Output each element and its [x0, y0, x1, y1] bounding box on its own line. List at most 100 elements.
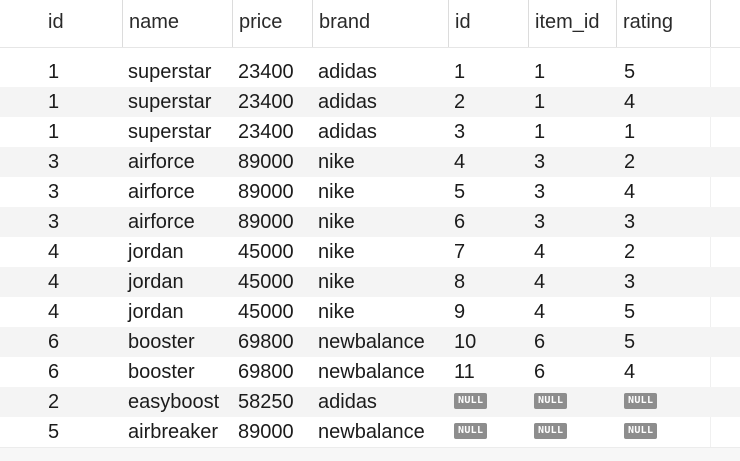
cell-brand[interactable]: newbalance: [318, 361, 425, 383]
cell-brand[interactable]: nike: [318, 181, 355, 203]
cell-rating[interactable]: 4: [624, 181, 636, 203]
column-header-brand[interactable]: brand: [312, 0, 448, 47]
cell-rating[interactable]: NULL: [624, 387, 658, 417]
cell-rating[interactable]: 2: [624, 241, 636, 263]
cell-name[interactable]: airbreaker: [128, 421, 219, 443]
cell-id[interactable]: 4: [48, 271, 60, 293]
cell-brand[interactable]: nike: [318, 241, 355, 263]
cell-id[interactable]: 3: [48, 211, 60, 233]
cell-id[interactable]: 6: [48, 331, 60, 353]
cell-review-id[interactable]: 2: [454, 91, 466, 113]
cell-name[interactable]: jordan: [128, 271, 184, 293]
cell-name[interactable]: superstar: [128, 121, 212, 143]
column-header-review-id[interactable]: id: [448, 0, 528, 47]
cell-review-id[interactable]: 1: [454, 61, 466, 83]
cell-price[interactable]: 23400: [238, 91, 294, 113]
cell-item-id[interactable]: 4: [534, 271, 546, 293]
cell-name[interactable]: superstar: [128, 91, 212, 113]
cell-rating[interactable]: 5: [624, 61, 636, 83]
cell-review-id[interactable]: 3: [454, 121, 466, 143]
cell-id[interactable]: 1: [48, 91, 60, 113]
cell-price[interactable]: 45000: [238, 271, 294, 293]
cell-id[interactable]: 1: [48, 121, 60, 143]
cell-brand[interactable]: newbalance: [318, 421, 425, 443]
table-row[interactable]: 3 airforce 89000 nike 5 3 4: [0, 177, 740, 207]
cell-price[interactable]: 45000: [238, 241, 294, 263]
cell-item-id[interactable]: NULL: [534, 417, 568, 447]
cell-review-id[interactable]: 7: [454, 241, 466, 263]
cell-rating[interactable]: 2: [624, 151, 636, 173]
cell-brand[interactable]: adidas: [318, 61, 377, 83]
table-row[interactable]: 6 booster 69800 newbalance 10 6 5: [0, 327, 740, 357]
table-row[interactable]: 4 jordan 45000 nike 9 4 5: [0, 297, 740, 327]
column-header-id[interactable]: id: [48, 11, 64, 33]
cell-brand[interactable]: nike: [318, 151, 355, 173]
cell-review-id[interactable]: NULL: [454, 417, 488, 447]
cell-rating[interactable]: 1: [624, 121, 636, 143]
cell-item-id[interactable]: 3: [534, 211, 546, 233]
cell-id[interactable]: 1: [48, 61, 60, 83]
cell-brand[interactable]: adidas: [318, 91, 377, 113]
cell-item-id[interactable]: 1: [534, 121, 546, 143]
cell-name[interactable]: booster: [128, 331, 195, 353]
cell-rating[interactable]: NULL: [624, 417, 658, 447]
cell-id[interactable]: 2: [48, 391, 60, 413]
cell-review-id[interactable]: 6: [454, 211, 466, 233]
column-header-price[interactable]: price: [232, 0, 312, 47]
table-row[interactable]: 1 superstar 23400 adidas 2 1 4: [0, 87, 740, 117]
cell-rating[interactable]: 3: [624, 271, 636, 293]
cell-price[interactable]: 69800: [238, 331, 294, 353]
cell-name[interactable]: airforce: [128, 211, 195, 233]
cell-item-id[interactable]: 6: [534, 361, 546, 383]
cell-brand[interactable]: nike: [318, 271, 355, 293]
cell-item-id[interactable]: 1: [534, 61, 546, 83]
cell-id[interactable]: 3: [48, 181, 60, 203]
cell-price[interactable]: 23400: [238, 121, 294, 143]
cell-name[interactable]: superstar: [128, 61, 212, 83]
cell-item-id[interactable]: 3: [534, 181, 546, 203]
table-row[interactable]: 3 airforce 89000 nike 4 3 2: [0, 147, 740, 177]
cell-price[interactable]: 23400: [238, 61, 294, 83]
cell-rating[interactable]: 3: [624, 211, 636, 233]
cell-review-id[interactable]: 4: [454, 151, 466, 173]
cell-item-id[interactable]: 4: [534, 301, 546, 323]
cell-id[interactable]: 3: [48, 151, 60, 173]
cell-price[interactable]: 89000: [238, 211, 294, 233]
cell-review-id[interactable]: 11: [454, 361, 475, 383]
cell-review-id[interactable]: 9: [454, 301, 466, 323]
cell-brand[interactable]: adidas: [318, 121, 377, 143]
cell-price[interactable]: 89000: [238, 181, 294, 203]
column-header-item-id[interactable]: item_id: [528, 0, 616, 47]
cell-brand[interactable]: adidas: [318, 391, 377, 413]
cell-id[interactable]: 5: [48, 421, 60, 443]
cell-name[interactable]: jordan: [128, 301, 184, 323]
cell-id[interactable]: 4: [48, 301, 60, 323]
column-header-name[interactable]: name: [122, 0, 232, 47]
cell-name[interactable]: easyboost: [128, 391, 220, 413]
cell-review-id[interactable]: 5: [454, 181, 466, 203]
table-row[interactable]: 3 airforce 89000 nike 6 3 3: [0, 207, 740, 237]
cell-name[interactable]: airforce: [128, 181, 195, 203]
cell-item-id[interactable]: 3: [534, 151, 546, 173]
cell-name[interactable]: jordan: [128, 241, 184, 263]
table-row[interactable]: 4 jordan 45000 nike 7 4 2: [0, 237, 740, 267]
cell-brand[interactable]: nike: [318, 301, 355, 323]
cell-price[interactable]: 89000: [238, 151, 294, 173]
cell-brand[interactable]: newbalance: [318, 331, 425, 353]
cell-id[interactable]: 6: [48, 361, 60, 383]
table-row[interactable]: 6 booster 69800 newbalance 11 6 4: [0, 357, 740, 387]
cell-item-id[interactable]: 4: [534, 241, 546, 263]
cell-item-id[interactable]: NULL: [534, 387, 568, 417]
cell-price[interactable]: 69800: [238, 361, 294, 383]
cell-price[interactable]: 58250: [238, 391, 294, 413]
table-row[interactable]: 2 easyboost 58250 adidas NULL NULL NULL: [0, 387, 740, 417]
cell-id[interactable]: 4: [48, 241, 60, 263]
table-row[interactable]: 1 superstar 23400 adidas 3 1 1: [0, 117, 740, 147]
cell-price[interactable]: 45000: [238, 301, 294, 323]
cell-review-id[interactable]: 10: [454, 331, 477, 353]
cell-item-id[interactable]: 1: [534, 91, 546, 113]
cell-rating[interactable]: 4: [624, 91, 636, 113]
cell-name[interactable]: booster: [128, 361, 195, 383]
cell-name[interactable]: airforce: [128, 151, 195, 173]
cell-rating[interactable]: 4: [624, 361, 636, 383]
